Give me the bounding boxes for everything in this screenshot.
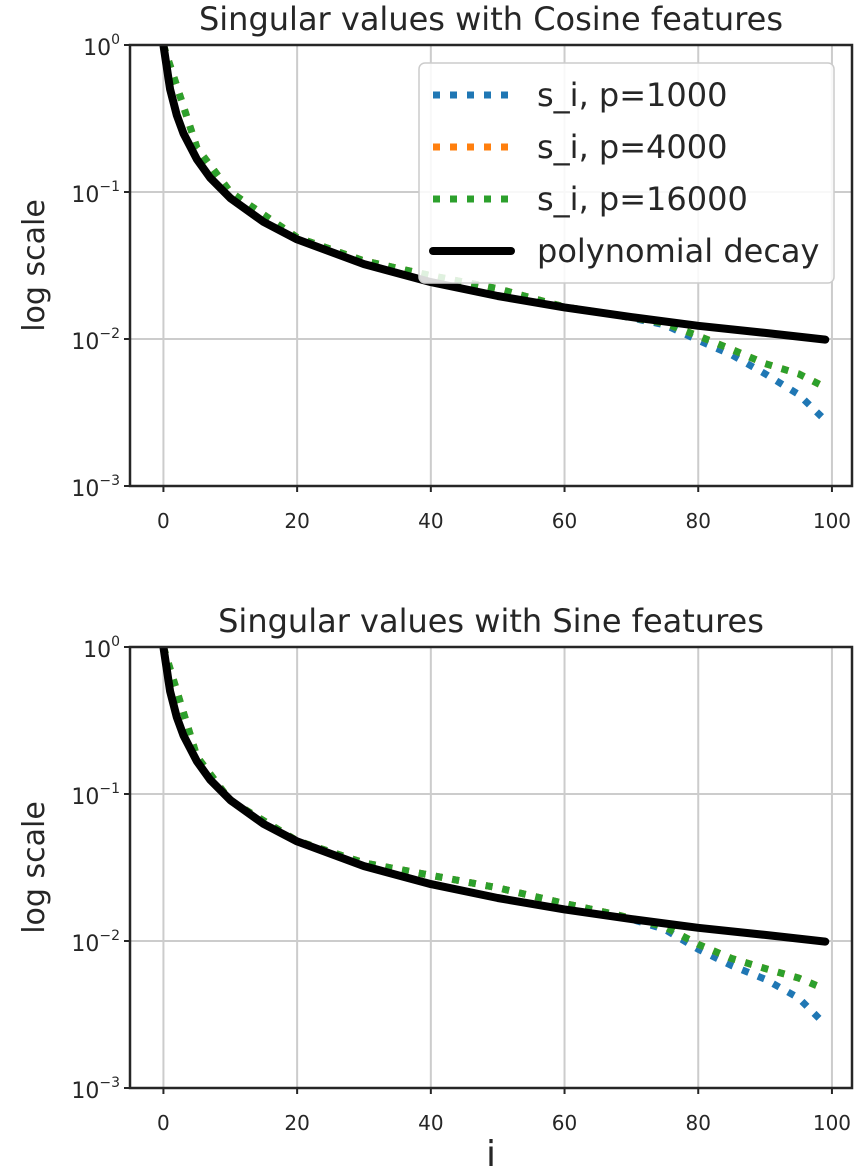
series-line-1 bbox=[160, 647, 828, 1028]
chart-title: Singular values with Sine features bbox=[218, 602, 764, 640]
x-tick-label: 0 bbox=[157, 509, 170, 533]
chart-panel-1: 0 20 40 60 80 100 100 10−1 10−2 10−3 Singular valu… bbox=[17, 0, 854, 533]
x-tick-label: 100 bbox=[813, 1111, 851, 1135]
y-tick-label: 10−3 bbox=[71, 473, 120, 502]
series-line-4 bbox=[159, 647, 830, 946]
x-tick-label: 0 bbox=[157, 1111, 170, 1135]
series-group bbox=[159, 647, 830, 1028]
y-tick-label: 10−2 bbox=[71, 326, 120, 355]
legend: s_i, p=1000 s_i, p=4000 s_i, p=16000 polyno… bbox=[418, 62, 835, 284]
x-tick-label: 40 bbox=[418, 509, 443, 533]
series-line-3 bbox=[160, 647, 827, 993]
legend-label-4: polynomial decay bbox=[537, 232, 819, 270]
legend-box bbox=[418, 62, 835, 284]
y-axis-label: log scale bbox=[17, 801, 52, 934]
x-tick-label: 60 bbox=[552, 509, 577, 533]
x-tick-label: 80 bbox=[686, 1111, 711, 1135]
x-tick-label: 20 bbox=[284, 1111, 309, 1135]
series-line-3 bbox=[160, 45, 827, 391]
plot-frame bbox=[128, 645, 854, 1090]
y-tick-label: 100 bbox=[83, 634, 120, 663]
x-tick-label: 100 bbox=[813, 509, 851, 533]
y-tick-label: 10−2 bbox=[71, 928, 120, 957]
x-tick-label: 60 bbox=[552, 1111, 577, 1135]
chart-title: Singular values with Cosine features bbox=[199, 0, 783, 38]
x-tick-label: 80 bbox=[686, 509, 711, 533]
y-tick-label: 10−1 bbox=[71, 781, 120, 810]
y-tick-label: 10−1 bbox=[71, 179, 120, 208]
series-line-4 bbox=[159, 45, 830, 344]
legend-label-3: s_i, p=16000 bbox=[537, 180, 748, 218]
y-axis-label: log scale bbox=[17, 199, 52, 332]
plot-frame bbox=[128, 43, 854, 488]
y-tick-label: 100 bbox=[83, 32, 120, 61]
x-tick-label: 20 bbox=[284, 509, 309, 533]
y-tick-label: 10−3 bbox=[71, 1075, 120, 1104]
legend-label-2: s_i, p=4000 bbox=[537, 128, 727, 166]
x-tick-label: 40 bbox=[418, 1111, 443, 1135]
chart-panel-2: 0 20 40 60 80 100 100 10−1 10−2 10−3 Singular valu… bbox=[17, 602, 854, 1171]
legend-label-1: s_i, p=1000 bbox=[537, 76, 727, 114]
x-axis-label: i bbox=[486, 1134, 496, 1171]
series-group bbox=[159, 45, 830, 423]
